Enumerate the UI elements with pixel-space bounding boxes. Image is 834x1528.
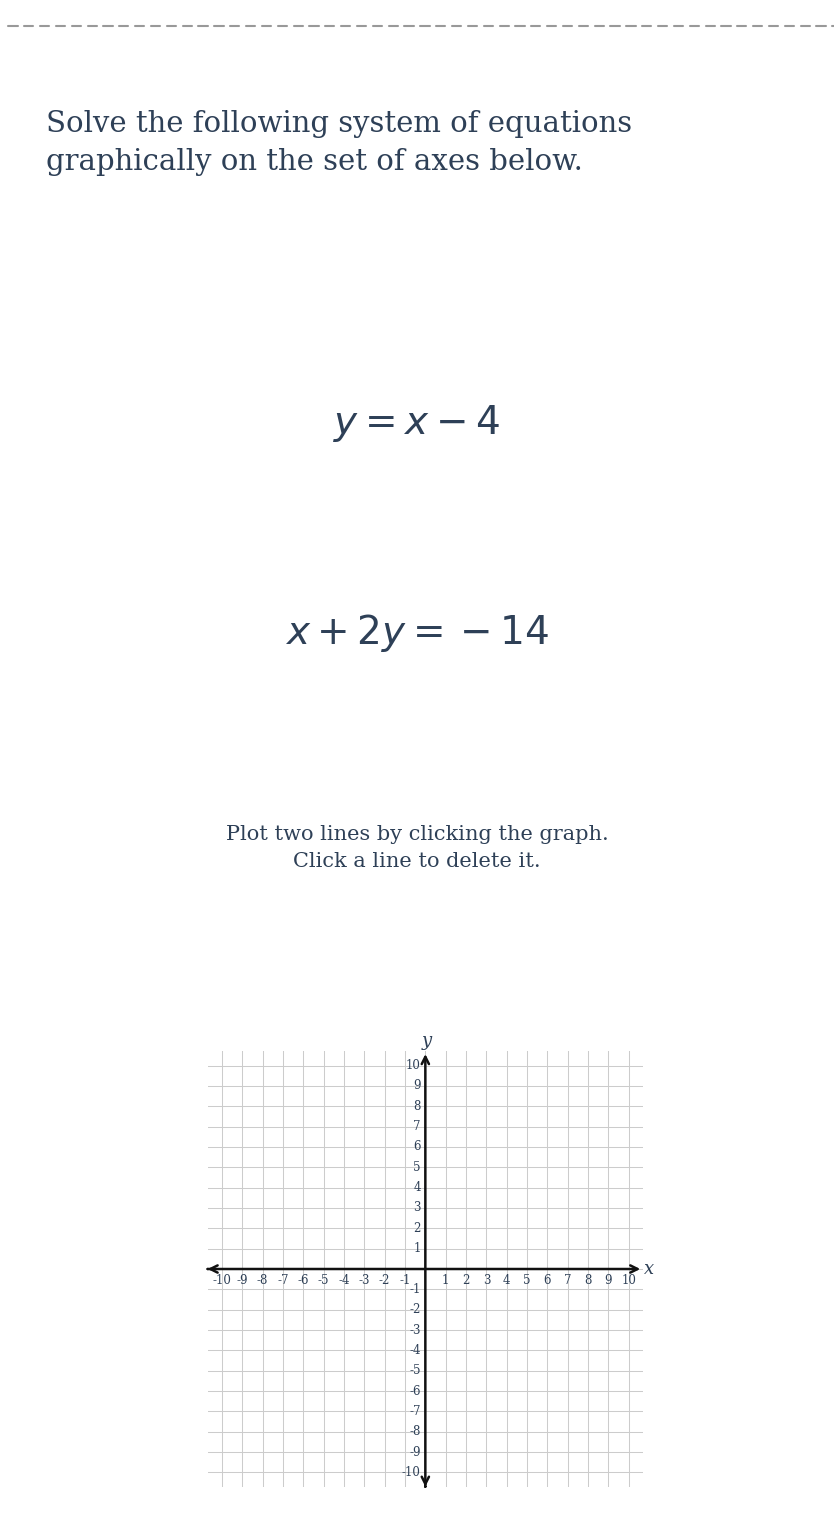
Text: -3: -3	[359, 1274, 370, 1287]
Text: 3: 3	[414, 1201, 421, 1215]
Text: 9: 9	[605, 1274, 612, 1287]
Text: 3: 3	[483, 1274, 490, 1287]
Text: 2: 2	[414, 1222, 421, 1235]
Text: 7: 7	[564, 1274, 571, 1287]
Text: -9: -9	[237, 1274, 248, 1287]
Text: Plot two lines by clicking the graph.
Click a line to delete it.: Plot two lines by clicking the graph. Cl…	[226, 825, 608, 871]
Text: $x + 2y = -14$: $x + 2y = -14$	[285, 613, 549, 654]
Text: -6: -6	[409, 1384, 421, 1398]
Text: -4: -4	[339, 1274, 349, 1287]
Text: y: y	[422, 1033, 432, 1050]
Text: -9: -9	[409, 1445, 421, 1459]
Text: 9: 9	[414, 1079, 421, 1093]
Text: -7: -7	[277, 1274, 289, 1287]
Text: 7: 7	[414, 1120, 421, 1134]
Text: 8: 8	[414, 1100, 421, 1112]
Text: -2: -2	[409, 1303, 421, 1316]
Text: $y = x - 4$: $y = x - 4$	[334, 403, 500, 445]
Text: 1: 1	[442, 1274, 450, 1287]
Text: 4: 4	[414, 1181, 421, 1193]
Text: -10: -10	[213, 1274, 231, 1287]
Text: -8: -8	[409, 1426, 421, 1438]
Text: -5: -5	[318, 1274, 329, 1287]
Text: 4: 4	[503, 1274, 510, 1287]
Text: -5: -5	[409, 1365, 421, 1377]
Text: 10: 10	[621, 1274, 636, 1287]
Text: -7: -7	[409, 1404, 421, 1418]
Text: x: x	[644, 1261, 654, 1277]
Text: Solve the following system of equations
graphically on the set of axes below.: Solve the following system of equations …	[46, 110, 632, 176]
Text: -3: -3	[409, 1323, 421, 1337]
Text: 1: 1	[414, 1242, 421, 1254]
Text: -1: -1	[409, 1284, 421, 1296]
Text: -2: -2	[379, 1274, 390, 1287]
Text: 6: 6	[544, 1274, 551, 1287]
Text: -10: -10	[402, 1465, 421, 1479]
Text: -8: -8	[257, 1274, 269, 1287]
Text: 6: 6	[414, 1140, 421, 1154]
Text: -1: -1	[399, 1274, 410, 1287]
Text: -6: -6	[298, 1274, 309, 1287]
Text: 8: 8	[585, 1274, 592, 1287]
Text: 10: 10	[406, 1059, 421, 1073]
Text: 2: 2	[462, 1274, 470, 1287]
Text: 5: 5	[524, 1274, 530, 1287]
Text: -4: -4	[409, 1345, 421, 1357]
Text: 5: 5	[414, 1161, 421, 1174]
